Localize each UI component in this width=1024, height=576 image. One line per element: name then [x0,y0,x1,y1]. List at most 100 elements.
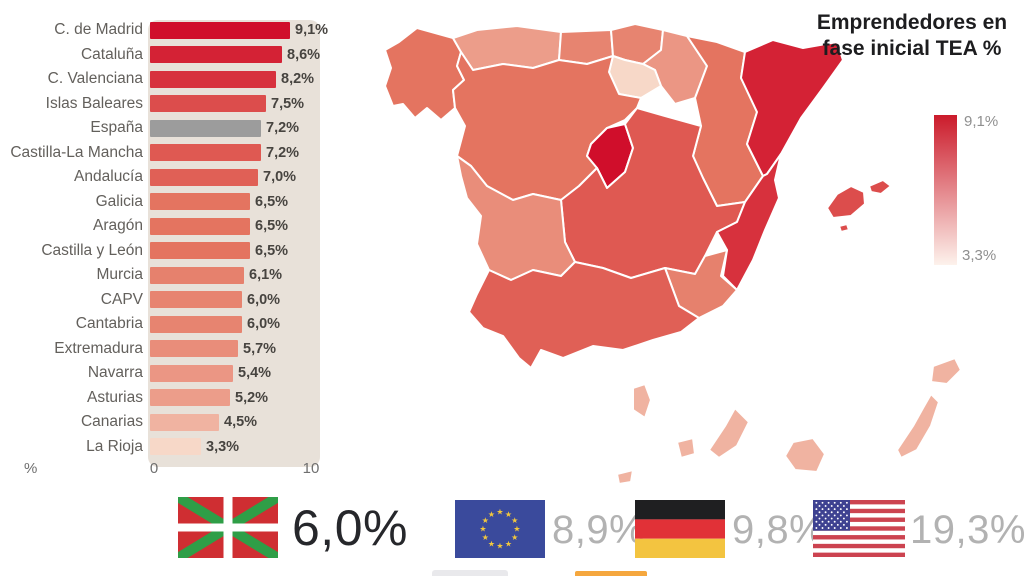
bar-row-value: 6,0% [247,291,281,308]
bar-row-bar [150,266,244,284]
us-star-icon [842,523,845,526]
bar-row-bar [150,168,258,186]
map-region-la-palma [632,383,652,419]
us-flag-stripe [813,552,905,557]
bar-row-value: 5,4% [238,365,272,381]
us-flag-stripe [813,500,905,505]
eu-flag: ★ ★★★★★★★★★★★ [455,500,545,558]
usa-tea-value: 19,3% [910,508,1024,552]
cropped-next-row-sliver-orange [575,571,647,576]
bar-row-label: Castilla y León [41,241,143,259]
tea-bar-chart: C. de Madrid 9,1% Cataluña 8,6% C. Valencian… [0,0,360,495]
bar-row-bar [150,291,242,308]
us-star-icon [818,523,821,526]
us-star-icon [845,520,848,523]
us-star-icon [815,514,818,517]
eu-star-icon: ★ [513,525,520,534]
eu-star-icon: ★ [496,542,503,551]
us-star-icon [839,520,842,523]
bar-row-value: 7,2% [266,144,300,161]
bar-row-bar [150,193,250,210]
bar-row-label: Castilla-La Mancha [10,143,143,161]
us-star-icon [830,517,833,520]
germany-flag [635,500,725,558]
us-star-icon [830,505,833,507]
us-star-icon [821,527,824,529]
us-flag-stripe [813,508,905,514]
bar-row-value: 5,7% [243,340,277,357]
bar-row-value: 4,5% [224,414,258,430]
eu-star-icon: ★ [505,539,512,548]
germany-tea-value: 9,8% [732,508,826,552]
us-star-icon [842,511,845,514]
legend-min-label: 3,3% [962,247,997,264]
bar-row-value: 6,1% [249,267,283,283]
bar-row-bar [150,119,261,137]
bar-row-label: Cataluña [80,45,143,63]
cropped-next-row-sliver-gray [432,570,508,576]
bar-row-label: Asturias [87,388,143,406]
us-flag-stripe [813,517,905,522]
bar-row-label: CAPV [100,290,143,308]
bar-row-label: Islas Baleares [45,94,143,112]
eu-star-icon: ★ [511,516,518,525]
us-star-icon [827,501,830,504]
us-flag-stripe [813,543,905,549]
us-star-icon [824,517,827,520]
us-star-icon [839,527,842,529]
us-star-icon [845,514,848,517]
bar-row-label: Navarra [87,364,143,381]
spain-choropleth-map [384,23,962,485]
us-star-icon [833,501,836,504]
eu-star-icon: ★ [488,539,495,548]
us-star-icon [827,527,830,529]
bar-row-value: 6,5% [255,193,289,210]
bar-row-bar [150,389,230,406]
us-star-icon [827,514,830,517]
us-flag-stripe [813,526,905,531]
x-axis-tick-10: 10 [302,460,320,477]
us-star-icon [824,511,827,514]
us-star-icon [824,523,827,526]
eu-star-icon: ★ [482,533,489,542]
map-title: Emprendedores en fase inicial TEA % [816,11,1008,60]
bar-row-label: C. Valenciana [47,70,143,87]
us-star-icon [827,520,830,523]
bar-row-value: 6,0% [247,316,281,332]
us-star-icon [839,514,842,517]
us-star-icon [830,511,833,514]
bar-row-label: La Rioja [86,437,143,455]
map-region-galicia [384,27,465,121]
eu-star-icon: ★ [511,533,518,542]
us-flag-stripe [813,535,905,540]
usa-flag [813,500,905,557]
bar-row-label: Andalucía [74,168,143,185]
us-star-icon [839,508,842,511]
us-star-icon [842,517,845,520]
eu-star-icon: ★ [488,510,495,519]
eu-tea-value: 8,9% [552,508,646,552]
us-star-icon [815,501,818,504]
us-star-icon [836,505,839,507]
bar-row-value: 7,5% [271,95,305,112]
bar-row-bar [150,340,238,357]
bar-row-value: 7,2% [266,120,300,136]
bar-row-value: 8,2% [281,71,315,87]
us-star-icon [845,527,848,529]
us-star-icon [815,527,818,529]
bar-row-bar [150,315,242,333]
x-axis-tick-0: 0 [149,460,159,477]
us-star-icon [818,505,821,507]
bar-row-value: 6,5% [255,218,289,234]
bar-row-value: 3,3% [206,438,240,455]
map-region-el-hierro [616,469,634,485]
map-region-gran-canaria [784,437,826,473]
bar-row-bar [150,144,261,161]
map-region-cataluna [740,39,844,177]
map-region-la-gomera [676,437,696,459]
eu-star-icon: ★ [479,525,486,534]
map-region-ibiza [838,223,850,233]
map-region-tenerife [708,407,750,459]
us-star-icon [839,501,842,504]
